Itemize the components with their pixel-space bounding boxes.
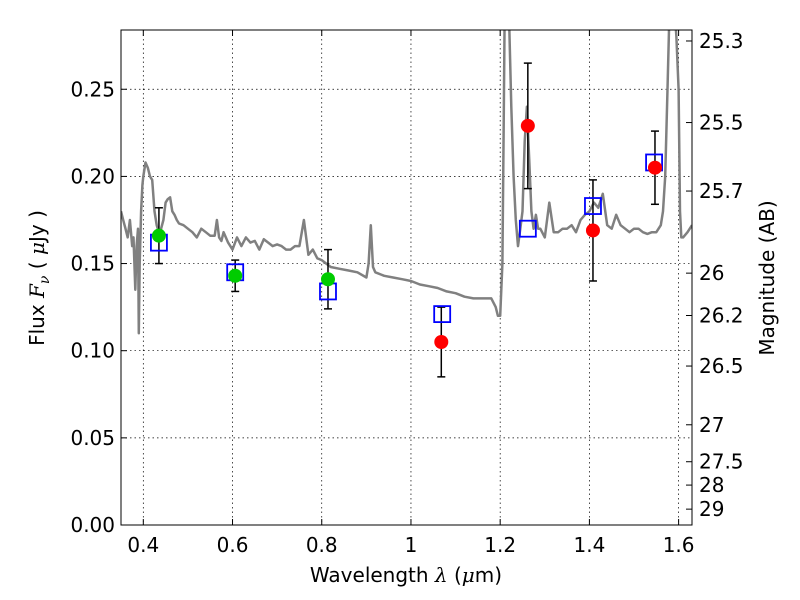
red-data-point [434,334,449,349]
green-data-point [228,268,243,283]
plot-frame [120,29,693,526]
x-tick-label: 1.4 [573,533,605,557]
x-axis-label: Wavelength λ (μm) [310,563,502,587]
y2-tick-label: 25.3 [699,29,744,53]
ticks-layer [121,30,692,526]
grid-lines [121,30,692,525]
red-data-point [520,118,535,133]
y-tick-label: 0.00 [70,513,115,537]
x-tick-label: 0.6 [217,533,249,557]
y-axis-label: Flux Fν ( μJy ) [25,210,53,346]
y2-tick-label: 27 [699,413,724,437]
model-point-square [518,219,537,238]
x-tick-label: 1.2 [484,533,516,557]
y-tick-label: 0.05 [70,426,115,450]
errorbars-layer [154,62,659,378]
y2-tick-label: 26.5 [699,354,744,378]
y2-tick-label: 29 [699,497,724,521]
y2-tick-label: 26 [699,261,724,285]
model-point-square [433,305,452,324]
x-tick-label: 1 [405,533,418,557]
red-data-point [647,160,662,175]
y-tick-label: 0.15 [70,252,115,276]
y-tick-label: 0.25 [70,77,115,101]
x-tick-label: 0.4 [127,533,159,557]
y2-tick-label: 26.2 [699,303,744,327]
x-tick-label: 1.6 [663,533,695,557]
y-tick-label: 0.10 [70,339,115,363]
green-data-point [320,272,335,287]
x-tick-label: 0.8 [306,533,338,557]
y2-tick-label: 28 [699,473,724,497]
y2-tick-label: 25.5 [699,111,744,135]
y2-tick-label: 27.5 [699,450,744,474]
y2-tick-label: 25.7 [699,179,744,203]
red-data-point [585,223,600,238]
model-spectrum-layer [121,30,692,335]
model-spectrum-line [121,30,692,335]
green-data-point [151,228,166,243]
secondary-y-axis-label: Magnitude (AB) [755,200,779,355]
observed-points-layer [151,118,662,349]
tick-labels-layer: 0.4 0.6 0.8 1 1.2 1.4 1.6 0.00 0.05 0.10 0.15 0.20 0… [70,29,743,557]
model-point-square [584,197,602,215]
y-tick-label: 0.20 [70,164,115,188]
